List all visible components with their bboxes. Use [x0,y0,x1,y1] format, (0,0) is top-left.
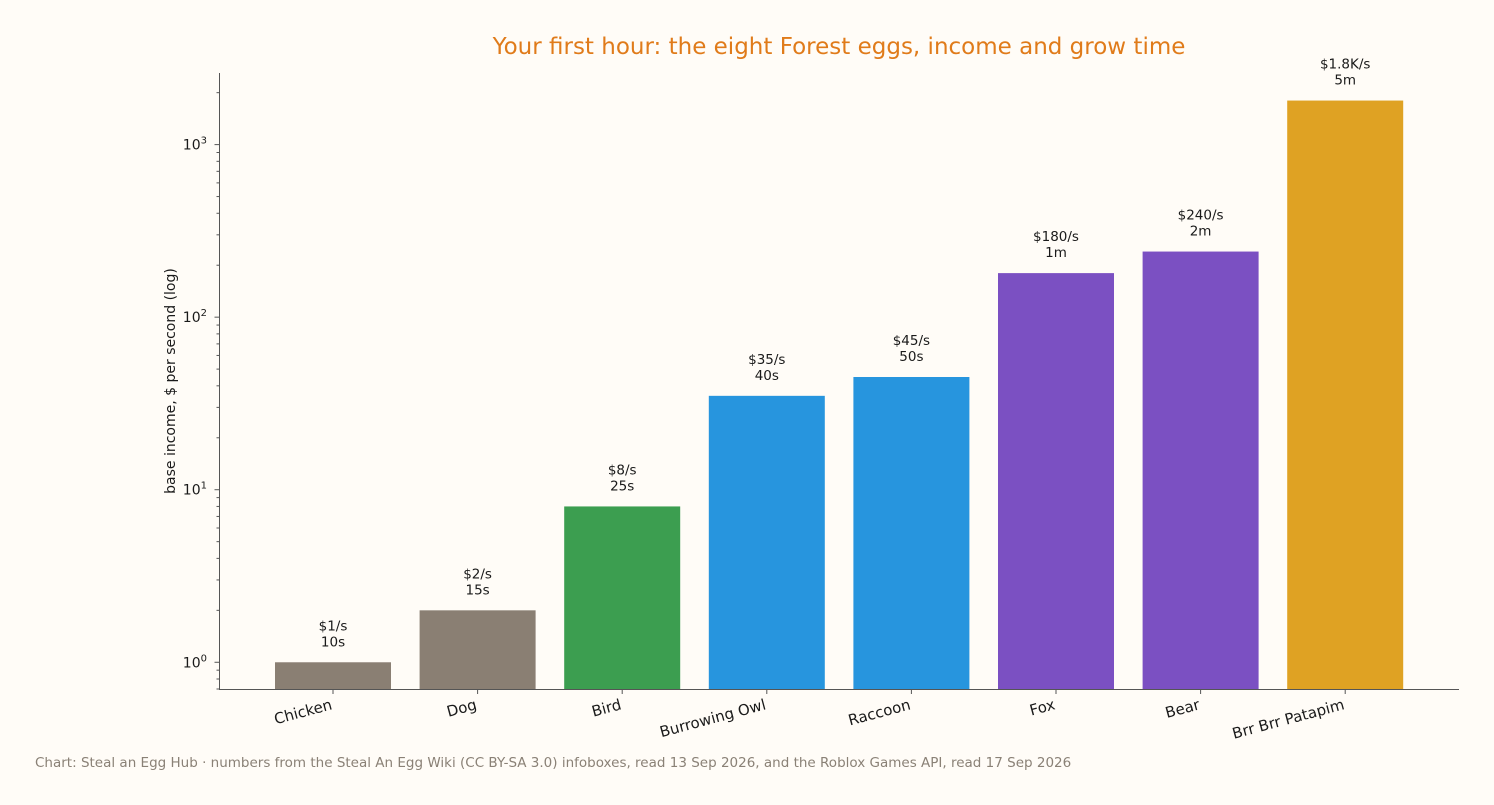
x-ticks: Chicken Dog Bird Burrowing Owl Raccoon Fox Bea… [272,689,1346,743]
y-major-ticks: 100 101 102 103 [183,136,219,671]
bar-dog [419,610,536,689]
time-label-burrowing-owl: 40s [755,368,779,384]
income-label-fox: $180/s [1033,229,1079,245]
time-label-raccoon: 50s [899,349,923,365]
time-label-brr-brr-patapim: 5m [1334,73,1356,89]
bar-bird [564,506,681,689]
x-tick-label-raccoon: Raccoon [846,695,912,729]
time-label-bird: 25s [610,478,634,494]
bars [275,100,1404,690]
bar-raccoon [853,377,970,689]
y-tick-label: 103 [183,136,207,154]
time-label-bear: 2m [1190,224,1212,240]
x-tick-label-brr-brr-patapim: Brr Brr Patapim [1230,695,1346,742]
x-tick-label-chicken: Chicken [272,695,334,728]
x-tick-label-fox: Fox [1028,695,1058,719]
income-label-dog: $2/s [463,566,492,582]
chart-caption: Chart: Steal an Egg Hub · numbers from t… [35,755,1072,771]
x-tick-label-burrowing-owl: Burrowing Owl [658,695,768,741]
chart-title: Your first hour: the eight Forest eggs, … [492,34,1186,60]
x-tick-label-bear: Bear [1163,695,1202,722]
y-axis-label: base income, $ per second (log) [163,268,179,494]
income-label-brr-brr-patapim: $1.8K/s [1320,57,1371,73]
time-label-chicken: 10s [321,634,345,650]
y-tick-label: 101 [183,481,207,499]
y-minor-ticks [216,92,219,690]
income-label-burrowing-owl: $35/s [748,352,785,368]
x-tick-label-dog: Dog [445,695,479,720]
y-tick-label: 100 [183,653,207,671]
income-label-chicken: $1/s [319,618,348,634]
income-label-raccoon: $45/s [893,333,930,349]
income-label-bear: $240/s [1178,208,1224,224]
y-tick-label: 102 [183,308,207,326]
time-label-fox: 1m [1045,245,1067,261]
time-label-dog: 15s [465,582,489,598]
income-label-bird: $8/s [608,462,637,478]
bar-brr-brr-patapim [1287,100,1404,689]
bar-bear [1142,251,1259,690]
bar-fox [998,273,1114,689]
bar-chicken [275,662,391,689]
bar-burrowing-owl [708,395,825,689]
x-tick-label-bird: Bird [590,695,624,720]
